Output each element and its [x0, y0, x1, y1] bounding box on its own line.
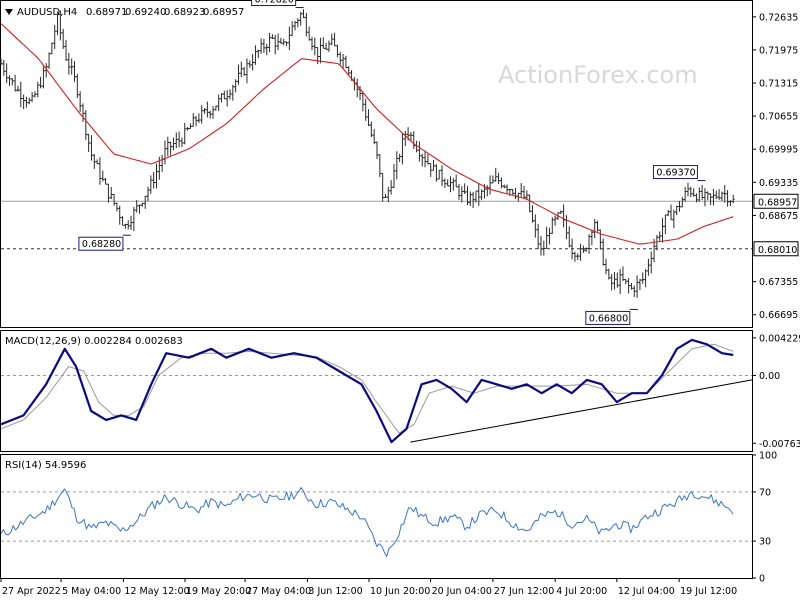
axis-tick-label: 0.70655 — [759, 112, 798, 123]
support-level-label: 0.68010 — [758, 245, 797, 256]
time-axis-label: 5 May 04:00 — [62, 586, 121, 597]
current-price-label: 0.68957 — [758, 197, 797, 208]
axis-tick-label: 0.66695 — [759, 310, 798, 321]
axis-tick-label: 0.004229 — [759, 333, 800, 344]
price-annotation: 0.66800 — [586, 309, 638, 324]
rsi-axis: 100 70 30 0 — [752, 451, 777, 585]
time-axis-label: 4 Jul 20:00 — [556, 586, 607, 597]
time-axis-label: 27 Jun 12:00 — [494, 586, 554, 597]
axis-tick-label: -0.007633 — [759, 439, 800, 450]
price-annotation: 0.69370 — [653, 166, 705, 181]
axis-tick-label: 0.67355 — [759, 277, 798, 288]
time-axis-label: 19 Jul 12:00 — [680, 586, 737, 597]
axis-tick-label: 30 — [759, 537, 771, 548]
axis-tick-label: 0.00 — [759, 371, 780, 382]
axis-tick-label: 0.68675 — [759, 211, 798, 222]
axis-tick-label: 0.69335 — [759, 178, 798, 189]
time-axis-label: 10 Jun 20:00 — [370, 586, 430, 597]
axis-tick-label: 0.71315 — [759, 79, 798, 90]
price-annotation-label: 0.68280 — [82, 239, 121, 250]
axis-tick-label: 0.72635 — [759, 12, 798, 23]
price-annotation-label: 0.66800 — [589, 313, 628, 324]
macd-axis: 0.004229 0.00 -0.007633 — [752, 333, 800, 449]
price-annotation-label: 0.69370 — [656, 168, 695, 179]
ohlc-low: 0.68923 — [164, 7, 205, 18]
price-axis: 0.72635 0.71975 0.71315 0.70655 0.69995 0.693… — [752, 12, 798, 321]
price-pane: ActionForex.com AUDUSD,H4 0.68971 0.6924… — [0, 0, 798, 328]
ohlc-high: 0.69240 — [125, 7, 166, 18]
axis-tick-label: 0.71975 — [759, 45, 798, 56]
symbol-title: AUDUSD,H4 — [17, 7, 77, 18]
macd-pane: MACD(12,26,9) 0.002284 0.002683 0.004229… — [1, 331, 800, 452]
ohlc-open: 0.68971 — [86, 7, 127, 18]
time-axis-label: 12 Jul 04:00 — [618, 586, 675, 597]
ohlc-close: 0.68957 — [203, 7, 244, 18]
price-annotation: 0.68280 — [79, 235, 131, 250]
time-axis-label: 27 May 04:00 — [246, 586, 311, 597]
time-axis-label: 20 Jun 04:00 — [432, 586, 492, 597]
time-axis-label: 27 Apr 2022 — [2, 586, 61, 597]
price-pane-watermark: ActionForex.com — [498, 61, 698, 89]
axis-tick-label: 0.69995 — [759, 145, 798, 156]
axis-tick-label: 100 — [759, 451, 777, 462]
time-axis-label: 3 Jun 12:00 — [308, 586, 362, 597]
time-axis-label: 12 May 12:00 — [124, 586, 189, 597]
macd-label: MACD(12,26,9) 0.002284 0.002683 — [5, 336, 183, 347]
price-annotation-label: 0.72820 — [255, 0, 294, 6]
price-pane-title-row: AUDUSD,H4 0.68971 0.69240 0.68923 0.6895… — [5, 7, 244, 18]
time-axis-label: 19 May 20:00 — [186, 586, 251, 597]
axis-tick-label: 0 — [759, 574, 765, 585]
rsi-label: RSI(14) 54.9596 — [5, 460, 86, 471]
rsi-pane: RSI(14) 54.9596 100 70 30 0 — [1, 451, 778, 585]
axis-tick-label: 70 — [759, 487, 771, 498]
